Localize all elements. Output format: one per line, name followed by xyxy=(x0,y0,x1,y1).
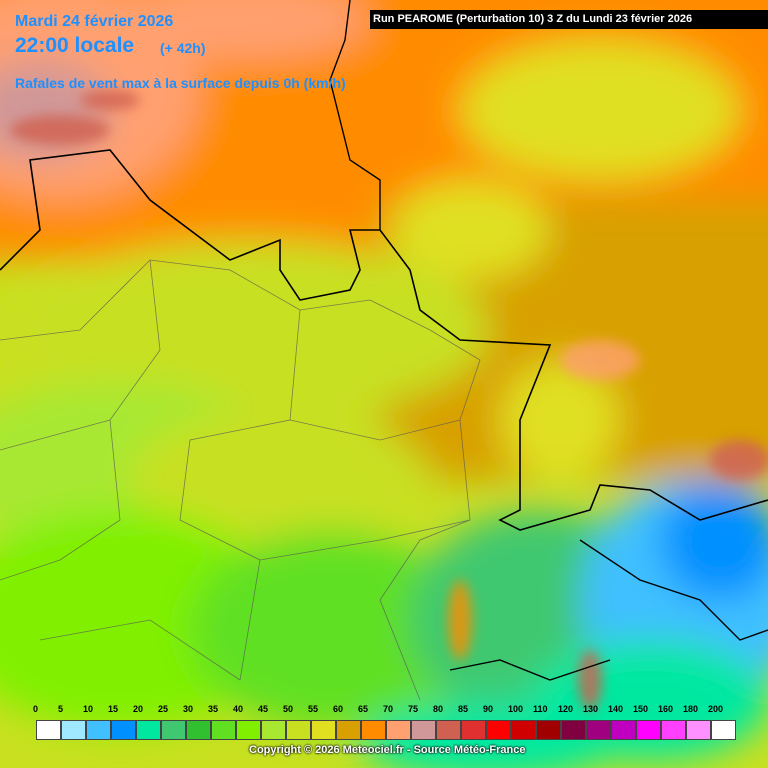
country-borders xyxy=(0,149,768,531)
run-info: Run PEAROME (Perturbation 10) 3 Z du Lun… xyxy=(370,10,768,29)
legend-label: 70 xyxy=(383,704,394,714)
legend-label: 5 xyxy=(58,704,64,714)
legend-label: 150 xyxy=(633,704,649,714)
legend-label: 35 xyxy=(208,704,219,714)
legend-swatch xyxy=(636,720,661,740)
date: Mardi 24 février 2026 xyxy=(15,13,174,30)
color-legend: 0 5 10 15 20 25 30 35 40 45 50 55 60 65 70 75 80 85 90 100 1… xyxy=(33,704,736,744)
legend-label: 60 xyxy=(333,704,344,714)
lead-time: (+ 42h) xyxy=(160,40,206,56)
region-borders xyxy=(0,259,481,701)
legend-label: 75 xyxy=(408,704,419,714)
legend-swatch xyxy=(611,720,636,740)
copyright: Copyright © 2026 Meteociel.fr - Source M… xyxy=(249,744,526,756)
legend-label: 15 xyxy=(108,704,119,714)
legend-swatch xyxy=(411,720,436,740)
legend-swatch xyxy=(86,720,111,740)
legend-label: 200 xyxy=(708,704,724,714)
legend-swatch xyxy=(61,720,86,740)
legend-label: 45 xyxy=(258,704,269,714)
country-borders-2 xyxy=(329,0,768,681)
legend-label: 10 xyxy=(83,704,94,714)
legend-swatch xyxy=(361,720,386,740)
legend-swatch xyxy=(136,720,161,740)
legend-label: 0 xyxy=(33,704,39,714)
legend-label: 25 xyxy=(158,704,169,714)
wind-streaks xyxy=(10,90,768,710)
legend-swatch xyxy=(336,720,361,740)
legend-label: 160 xyxy=(658,704,674,714)
legend-swatch xyxy=(661,720,686,740)
legend-swatch xyxy=(261,720,286,740)
legend-swatch xyxy=(511,720,536,740)
legend-swatch xyxy=(436,720,461,740)
legend-swatch xyxy=(486,720,511,740)
legend-swatch xyxy=(711,720,736,740)
local-time: 22:00 locale xyxy=(15,34,135,57)
legend-swatch xyxy=(186,720,211,740)
legend-swatch xyxy=(686,720,711,740)
legend-label: 90 xyxy=(483,704,494,714)
legend-swatch xyxy=(236,720,261,740)
legend-label: 85 xyxy=(458,704,469,714)
legend-label: 180 xyxy=(683,704,699,714)
legend-label: 120 xyxy=(558,704,574,714)
legend-label: 140 xyxy=(608,704,624,714)
legend-label: 20 xyxy=(133,704,144,714)
legend-swatch xyxy=(536,720,561,740)
legend-label: 100 xyxy=(508,704,524,714)
legend-label: 40 xyxy=(233,704,244,714)
legend-swatch xyxy=(311,720,336,740)
legend-swatch xyxy=(461,720,486,740)
legend-swatch xyxy=(561,720,586,740)
parameter: Rafales de vent max à la surface depuis … xyxy=(15,75,346,91)
legend-label: 50 xyxy=(283,704,294,714)
legend-label: 65 xyxy=(358,704,369,714)
legend-swatch xyxy=(111,720,136,740)
legend-label: 30 xyxy=(183,704,194,714)
legend-swatch xyxy=(211,720,236,740)
legend-swatch xyxy=(36,720,61,740)
legend-swatch xyxy=(586,720,611,740)
legend-label: 130 xyxy=(583,704,599,714)
legend-label: 55 xyxy=(308,704,319,714)
legend-swatch xyxy=(161,720,186,740)
legend-swatch xyxy=(286,720,311,740)
legend-swatch xyxy=(386,720,411,740)
legend-label: 80 xyxy=(433,704,444,714)
legend-label: 110 xyxy=(533,704,548,714)
